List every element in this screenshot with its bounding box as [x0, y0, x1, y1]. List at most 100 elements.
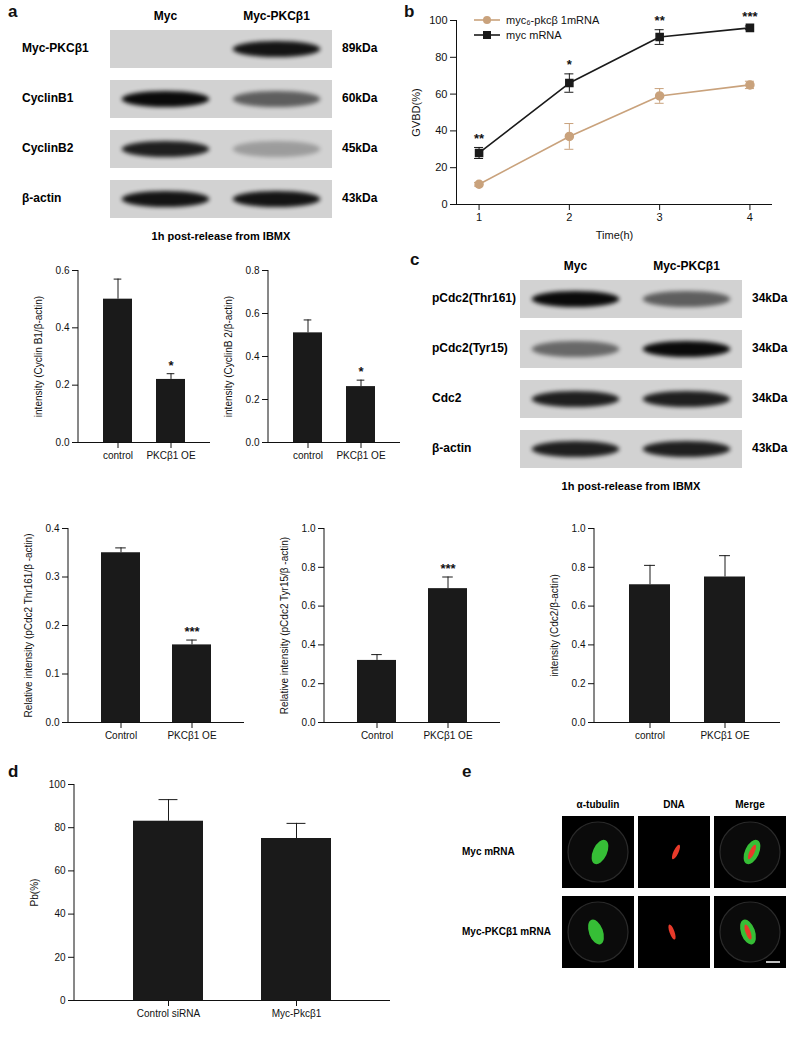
svg-text:0.0: 0.0 [56, 437, 70, 448]
svg-text:1h post-release from IBMX: 1h post-release from IBMX [562, 480, 701, 492]
svg-text:80: 80 [435, 51, 447, 63]
svg-text:0.0: 0.0 [46, 717, 60, 728]
svg-text:*: * [358, 364, 364, 379]
html-text:myc₆-pkcβ 1mRNA: myc₆-pkcβ 1mRNA [506, 13, 600, 26]
svg-text:0.6: 0.6 [56, 265, 70, 276]
svg-text:Time(h): Time(h) [596, 229, 633, 241]
svg-text:34kDa: 34kDa [752, 291, 788, 305]
svg-text:45kDa: 45kDa [342, 141, 378, 155]
svg-text:0.8: 0.8 [246, 265, 260, 276]
svg-text:43kDa: 43kDa [752, 441, 788, 455]
svg-text:0.4: 0.4 [572, 639, 586, 650]
svg-text:CyclinB2: CyclinB2 [22, 141, 74, 155]
svg-text:Myc-PKCβ1: Myc-PKCβ1 [243, 9, 310, 23]
svg-text:***: *** [184, 624, 200, 639]
svg-text:Myc mRNA: Myc mRNA [462, 846, 515, 857]
svg-text:β-actin: β-actin [432, 441, 471, 455]
svg-text:20: 20 [54, 952, 66, 963]
svg-text:43kDa: 43kDa [342, 191, 378, 205]
svg-text:control: control [103, 450, 133, 461]
svg-text:1h post-release from IBMX: 1h post-release from IBMX [152, 230, 291, 242]
svg-text:1.0: 1.0 [572, 523, 586, 534]
svg-text:DNA: DNA [663, 799, 685, 810]
svg-text:1.0: 1.0 [302, 523, 316, 534]
svg-text:PKCβ1 OE: PKCβ1 OE [167, 730, 216, 741]
svg-text:Myc: Myc [564, 259, 588, 273]
svg-text:**: ** [655, 13, 666, 28]
svg-text:0.2: 0.2 [572, 678, 586, 689]
svg-text:0.0: 0.0 [246, 437, 260, 448]
svg-text:34kDa: 34kDa [752, 341, 788, 355]
svg-text:PKCβ1 OE: PKCβ1 OE [700, 730, 749, 741]
svg-text:0.4: 0.4 [56, 322, 70, 333]
svg-text:**: ** [474, 131, 485, 146]
svg-text:60: 60 [54, 865, 66, 876]
svg-text:Myc-PKCβ1 mRNA: Myc-PKCβ1 mRNA [462, 926, 551, 937]
svg-text:0.2: 0.2 [46, 620, 60, 631]
svg-text:intensity (Cdc2/β-actin): intensity (Cdc2/β-actin) [549, 574, 560, 676]
svg-text:0: 0 [60, 995, 66, 1006]
svg-text:Control: Control [105, 730, 137, 741]
svg-text:0.4: 0.4 [302, 639, 316, 650]
svg-text:60kDa: 60kDa [342, 91, 378, 105]
svg-text:0.4: 0.4 [46, 523, 60, 534]
svg-text:PKCβ1 OE: PKCβ1 OE [336, 450, 385, 461]
svg-text:Relative intensity (pCdc2 Tyr1: Relative intensity (pCdc2 Tyr15/β -actin… [279, 537, 290, 714]
svg-text:0.8: 0.8 [302, 562, 316, 573]
svg-text:20: 20 [435, 161, 447, 173]
svg-text:Myc-Pkcβ1: Myc-Pkcβ1 [272, 1008, 322, 1019]
svg-text:0.2: 0.2 [246, 394, 260, 405]
svg-text:89kDa: 89kDa [342, 41, 378, 55]
svg-text:β-actin: β-actin [22, 191, 61, 205]
svg-text:intensity (CyclinB 2/β-actin): intensity (CyclinB 2/β-actin) [223, 296, 234, 417]
svg-text:pCdc2(Thr161): pCdc2(Thr161) [432, 291, 516, 305]
svg-text:0.0: 0.0 [302, 717, 316, 728]
svg-text:0.0: 0.0 [572, 717, 586, 728]
svg-text:Cdc2: Cdc2 [432, 391, 462, 405]
svg-text:100: 100 [429, 14, 447, 26]
svg-text:0.3: 0.3 [46, 571, 60, 582]
svg-text:40: 40 [54, 908, 66, 919]
svg-text:intensity (Cyclin B1/β-actin): intensity (Cyclin B1/β-actin) [33, 296, 44, 417]
svg-text:*: * [567, 57, 573, 72]
html-text:b: b [404, 2, 415, 21]
svg-text:Myc: Myc [154, 9, 178, 23]
svg-text:Relative intensity (pCdc2 Thr1: Relative intensity (pCdc2 Thr161/β -acti… [23, 534, 34, 718]
svg-text:Myc-PKCβ1: Myc-PKCβ1 [22, 41, 89, 55]
svg-text:34kDa: 34kDa [752, 391, 788, 405]
svg-text:Control siRNA: Control siRNA [137, 1008, 201, 1019]
svg-text:100: 100 [49, 779, 66, 790]
svg-text:control: control [293, 450, 323, 461]
svg-text:GVBD(%): GVBD(%) [410, 88, 422, 136]
svg-text:*: * [168, 358, 174, 373]
svg-text:0.6: 0.6 [302, 600, 316, 611]
svg-text:Myc-PKCβ1: Myc-PKCβ1 [653, 259, 720, 273]
svg-text:40: 40 [435, 124, 447, 136]
svg-text:Control: Control [361, 730, 393, 741]
svg-text:80: 80 [54, 822, 66, 833]
svg-text:0.6: 0.6 [246, 308, 260, 319]
svg-text:60: 60 [435, 88, 447, 100]
html-text:myc mRNA: myc mRNA [506, 28, 562, 41]
svg-text:0.6: 0.6 [572, 600, 586, 611]
svg-text:0.2: 0.2 [302, 678, 316, 689]
svg-text:0.1: 0.1 [46, 668, 60, 679]
svg-text:3: 3 [657, 211, 663, 223]
svg-text:0.4: 0.4 [246, 351, 260, 362]
svg-text:0.2: 0.2 [56, 379, 70, 390]
svg-text:PKCβ1 OE: PKCβ1 OE [423, 730, 472, 741]
svg-text:1: 1 [476, 211, 482, 223]
svg-text:***: *** [440, 561, 456, 576]
svg-text:Pb(%): Pb(%) [29, 879, 40, 907]
svg-text:control: control [635, 730, 665, 741]
svg-text:Merge: Merge [735, 799, 765, 810]
svg-text:0: 0 [441, 198, 447, 210]
svg-text:pCdc2(Tyr15): pCdc2(Tyr15) [432, 341, 508, 355]
svg-text:4: 4 [747, 211, 753, 223]
svg-text:α-tubulin: α-tubulin [577, 799, 620, 810]
svg-text:***: *** [742, 9, 758, 24]
svg-text:CyclinB1: CyclinB1 [22, 91, 74, 105]
svg-text:0.8: 0.8 [572, 562, 586, 573]
svg-text:2: 2 [566, 211, 572, 223]
svg-text:PKCβ1 OE: PKCβ1 OE [146, 450, 195, 461]
